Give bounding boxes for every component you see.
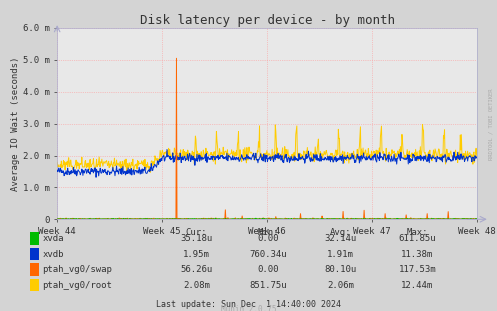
Text: Cur:: Cur:: [185, 228, 207, 237]
Text: 1.95m: 1.95m: [183, 250, 210, 258]
Text: ptah_vg0/root: ptah_vg0/root: [42, 281, 112, 290]
Text: Max:: Max:: [407, 228, 428, 237]
Text: 2.06m: 2.06m: [327, 281, 354, 290]
Text: 1.91m: 1.91m: [327, 250, 354, 258]
Text: RRDTOOL / TOBI OETIKER: RRDTOOL / TOBI OETIKER: [489, 89, 494, 160]
Text: Last update: Sun Dec  1 14:40:00 2024: Last update: Sun Dec 1 14:40:00 2024: [156, 300, 341, 309]
Text: 32.14u: 32.14u: [325, 234, 356, 243]
Text: ptah_vg0/swap: ptah_vg0/swap: [42, 265, 112, 274]
Text: 611.85u: 611.85u: [399, 234, 436, 243]
Y-axis label: Average IO Wait (seconds): Average IO Wait (seconds): [11, 56, 20, 191]
Text: 35.18u: 35.18u: [180, 234, 212, 243]
Text: 80.10u: 80.10u: [325, 265, 356, 274]
Text: Avg:: Avg:: [330, 228, 351, 237]
Text: Munin 2.0.75: Munin 2.0.75: [221, 305, 276, 311]
Text: 56.26u: 56.26u: [180, 265, 212, 274]
Text: xvda: xvda: [42, 234, 64, 243]
Title: Disk latency per device - by month: Disk latency per device - by month: [140, 14, 395, 27]
Text: 117.53m: 117.53m: [399, 265, 436, 274]
Text: 2.08m: 2.08m: [183, 281, 210, 290]
Text: 0.00: 0.00: [257, 234, 279, 243]
Text: 12.44m: 12.44m: [402, 281, 433, 290]
Text: 0.00: 0.00: [257, 265, 279, 274]
Text: 11.38m: 11.38m: [402, 250, 433, 258]
Text: 851.75u: 851.75u: [249, 281, 287, 290]
Text: xvdb: xvdb: [42, 250, 64, 258]
Text: 760.34u: 760.34u: [249, 250, 287, 258]
Text: Min:: Min:: [257, 228, 279, 237]
